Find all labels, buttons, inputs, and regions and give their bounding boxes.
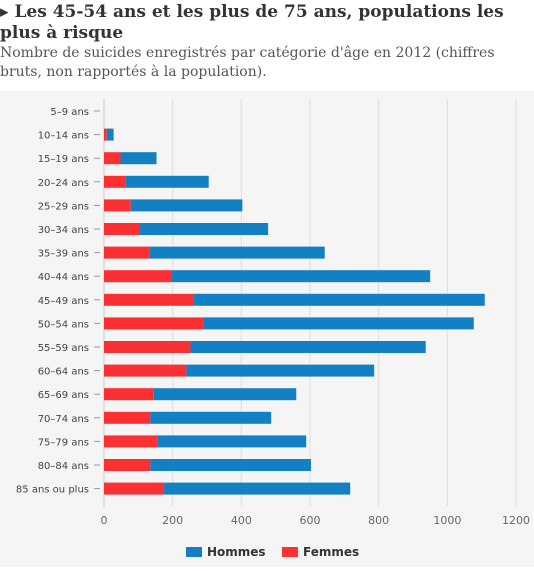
category-label: 35–39 ans [38, 249, 89, 260]
bar-hommes [139, 223, 269, 235]
bar-hommes [149, 246, 325, 259]
bar-hommes [186, 364, 375, 377]
legend-label: Femmes [303, 545, 359, 559]
category-label: 50–54 ans [38, 319, 89, 330]
bar-hommes [130, 199, 243, 212]
x-tick-label: 1200 [502, 514, 530, 527]
category-label: 55–59 ans [38, 343, 89, 354]
bar-hommes [120, 152, 157, 165]
bar-femmes [104, 459, 151, 471]
chart-subtitle: Nombre de suicides enregistrés par catég… [0, 45, 495, 80]
legend-swatch [282, 547, 298, 557]
legend-swatch [186, 547, 202, 557]
bar-femmes [104, 341, 191, 353]
category-label: 25–29 ans [38, 201, 89, 212]
bar-femmes [104, 270, 172, 283]
bar-femmes [104, 223, 140, 235]
category-label: 85 ans ou plus [16, 485, 89, 496]
bar-femmes [104, 482, 165, 495]
category-label: 10–14 ans [38, 131, 89, 142]
chart-header: ▸ Les 45-54 ans et les plus de 75 ans, p… [0, 0, 534, 82]
legend-label: Hommes [207, 545, 266, 559]
bar-hommes [153, 388, 297, 401]
bar-hommes [157, 435, 307, 448]
bar-chart: 0 200 400 600 800 1000 1200 5–9 ans 10–14 ans 15–… [16, 99, 530, 559]
bar-femmes [104, 293, 194, 306]
bar-hommes [193, 293, 485, 306]
category-label: 5–9 ans [50, 107, 89, 118]
category-label: 20–24 ans [38, 178, 89, 189]
category-label: 45–49 ans [38, 296, 89, 307]
bar-hommes [203, 317, 474, 330]
category-label: 40–44 ans [38, 272, 89, 283]
chart-title: ▸ Les 45-54 ans et les plus de 75 ans, p… [0, 2, 504, 43]
bar-femmes [104, 128, 107, 141]
bar-femmes [104, 411, 151, 424]
x-tick-label: 600 [300, 514, 321, 527]
x-tick-label: 200 [162, 514, 183, 527]
bar-hommes [171, 270, 431, 283]
chart-area: 0 200 400 600 800 1000 1200 5–9 ans 10–14 ans 15–… [0, 91, 534, 567]
bar-femmes [104, 364, 187, 377]
bar-hommes [190, 341, 426, 353]
bar-hommes [164, 482, 351, 495]
category-label: 30–34 ans [38, 225, 89, 236]
bar-femmes [104, 435, 158, 448]
category-label: 75–79 ans [38, 437, 89, 448]
category-label: 60–64 ans [38, 367, 89, 378]
category-label: 15–19 ans [38, 154, 89, 165]
bar-hommes [106, 128, 114, 141]
bar-hommes [150, 459, 312, 471]
category-label: 80–84 ans [38, 461, 89, 472]
x-tick-label: 400 [231, 514, 252, 527]
bar-femmes [104, 199, 131, 212]
category-label: 65–69 ans [38, 390, 89, 401]
bar-hommes [150, 411, 272, 424]
bar-femmes [104, 317, 204, 330]
bar-femmes [104, 388, 154, 401]
category-label: 70–74 ans [38, 414, 89, 425]
x-tick-label: 0 [101, 514, 108, 527]
bar-femmes [104, 175, 126, 188]
bar-femmes [104, 152, 121, 165]
bar-hommes [125, 175, 209, 188]
x-tick-label: 800 [368, 514, 389, 527]
x-tick-label: 1000 [433, 514, 461, 527]
bar-femmes [104, 246, 150, 259]
